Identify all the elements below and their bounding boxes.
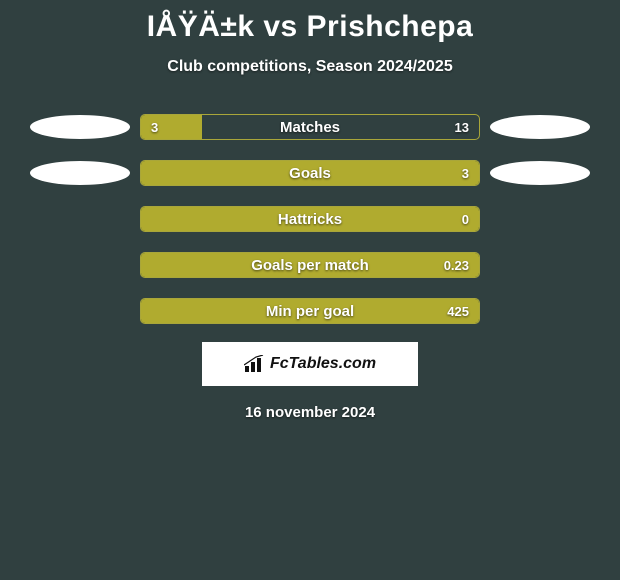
stat-left-value: 3 xyxy=(151,115,158,139)
stat-bar-fill xyxy=(141,299,479,323)
site-logo[interactable]: FcTables.com xyxy=(202,342,418,386)
stat-row: Goals3 xyxy=(0,160,620,186)
stat-bar: Goals3 xyxy=(140,160,480,186)
bar-chart-icon xyxy=(244,355,266,373)
player-left-avatar xyxy=(30,115,130,139)
stat-right-value: 0.23 xyxy=(444,253,469,277)
stat-right-value: 13 xyxy=(455,115,469,139)
oval-placeholder xyxy=(490,253,590,277)
stat-bar-fill xyxy=(141,253,479,277)
page-subtitle: Club competitions, Season 2024/2025 xyxy=(167,58,452,76)
stat-bar-fill xyxy=(141,161,479,185)
stat-right-value: 0 xyxy=(462,207,469,231)
stat-row: Goals per match0.23 xyxy=(0,252,620,278)
player-left-avatar xyxy=(30,161,130,185)
stat-bar: 3Matches13 xyxy=(140,114,480,140)
stats-container: 3Matches13 Goals3 Hattricks0 Goals per matc… xyxy=(0,114,620,324)
site-logo-text: FcTables.com xyxy=(270,355,376,373)
footer-date: 16 november 2024 xyxy=(245,404,375,421)
oval-placeholder xyxy=(30,207,130,231)
oval-placeholder xyxy=(490,207,590,231)
stat-right-value: 425 xyxy=(447,299,469,323)
stat-row: Hattricks0 xyxy=(0,206,620,232)
page-title: IÅŸÄ±k vs Prishchepa xyxy=(147,10,474,44)
stat-bar: Min per goal425 xyxy=(140,298,480,324)
oval-placeholder xyxy=(30,253,130,277)
player-right-avatar xyxy=(490,161,590,185)
oval-placeholder xyxy=(30,299,130,323)
oval-placeholder xyxy=(490,299,590,323)
player-right-avatar xyxy=(490,115,590,139)
stat-bar-fill xyxy=(141,207,479,231)
comparison-widget: IÅŸÄ±k vs Prishchepa Club competitions, … xyxy=(0,0,620,580)
stat-row: 3Matches13 xyxy=(0,114,620,140)
stat-row: Min per goal425 xyxy=(0,298,620,324)
stat-bar: Hattricks0 xyxy=(140,206,480,232)
stat-right-value: 3 xyxy=(462,161,469,185)
stat-bar: Goals per match0.23 xyxy=(140,252,480,278)
